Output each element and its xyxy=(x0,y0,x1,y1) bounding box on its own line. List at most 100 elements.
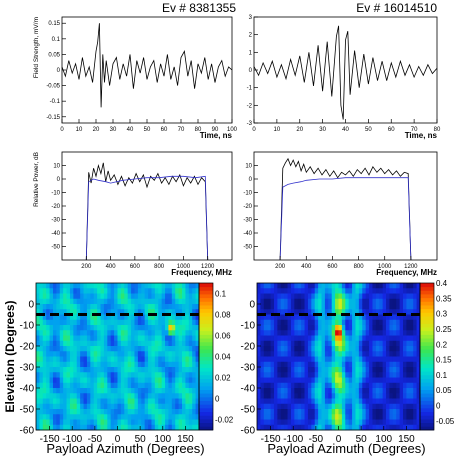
heatmap-cell xyxy=(335,398,339,405)
heatmap-cell xyxy=(369,424,373,431)
heatmap-cell xyxy=(127,398,132,405)
heatmap-cell xyxy=(345,314,350,321)
heatmap-cell xyxy=(134,388,139,394)
heatmap-cell xyxy=(168,351,173,357)
heatmap-cell xyxy=(399,377,404,384)
heatmap-cell xyxy=(188,319,193,326)
heatmap-cell xyxy=(416,409,421,415)
heatmap-cell xyxy=(304,409,309,415)
heatmap-cell xyxy=(165,319,169,326)
colorbar-segment xyxy=(420,415,434,420)
heatmap-cell xyxy=(103,393,108,399)
heatmap-cell xyxy=(341,409,346,415)
heatmap-cell xyxy=(321,346,326,352)
heatmap-cell xyxy=(154,398,159,405)
heatmap-cell xyxy=(307,361,312,368)
heatmap-cell xyxy=(314,409,319,415)
colorbar-tick-label: -0.02 xyxy=(215,416,234,425)
heatmap-cell xyxy=(134,351,139,357)
heatmap-cell xyxy=(120,283,125,289)
heatmap-cell xyxy=(257,398,261,405)
heatmap-cell xyxy=(80,393,84,399)
colorbar-segment xyxy=(420,400,434,405)
heatmap-cell xyxy=(90,356,95,363)
heatmap-cell xyxy=(66,393,71,399)
heatmap-cell xyxy=(36,419,40,426)
colorbar-segment xyxy=(199,305,213,310)
heatmap-cell xyxy=(120,388,125,394)
heatmap-cell xyxy=(413,293,418,300)
heatmap-cell xyxy=(301,298,305,305)
heatmap-cell xyxy=(331,319,336,326)
heatmap-cell xyxy=(171,367,176,373)
heatmap-cell xyxy=(127,419,132,426)
heatmap-cell xyxy=(36,340,40,347)
heatmap-cell xyxy=(352,283,356,289)
heatmap-cell xyxy=(389,414,394,420)
spectrum-right-series-1 xyxy=(279,177,412,261)
heatmap-cell xyxy=(338,372,343,378)
heatmap-cell xyxy=(287,335,292,342)
heatmap-cell xyxy=(168,409,173,415)
heatmap-cell xyxy=(318,419,322,426)
heatmap-cell xyxy=(100,314,105,321)
heatmap-cell xyxy=(331,298,336,305)
heatmap-cell xyxy=(267,388,271,394)
heatmap-cell xyxy=(280,304,285,310)
x-tick-label: 1000 xyxy=(378,264,392,270)
heatmap-cell xyxy=(188,346,193,352)
heatmap-cell xyxy=(100,409,105,415)
heatmap-cell xyxy=(355,283,360,289)
heatmap-cell xyxy=(107,293,112,300)
heatmap-cell xyxy=(413,335,418,342)
heatmap-cell xyxy=(280,398,285,405)
heatmap-cell xyxy=(318,288,322,294)
heatmap-cell xyxy=(117,314,122,321)
heatmap-cell xyxy=(114,382,118,389)
heatmap-cell xyxy=(273,403,278,410)
heatmap-cell xyxy=(290,346,295,352)
heatmap-cell xyxy=(348,409,353,415)
heatmap-cell xyxy=(355,382,360,389)
heatmap-cell xyxy=(131,377,135,384)
heatmap-cell xyxy=(192,304,197,310)
heatmap-cell xyxy=(73,293,78,300)
heatmap-cell xyxy=(386,346,390,352)
heatmap-cell xyxy=(307,330,312,336)
heatmap-cell xyxy=(321,377,326,384)
heatmap-cell xyxy=(103,382,108,389)
heatmap-cell xyxy=(321,314,326,321)
heatmap-cell xyxy=(100,398,105,405)
heatmap-cell xyxy=(127,377,132,384)
heatmap-cell xyxy=(335,377,339,384)
heatmap-cell xyxy=(59,377,64,384)
heatmap-cell xyxy=(59,361,64,368)
heatmap-cell xyxy=(301,330,305,336)
heatmap-cell xyxy=(365,330,370,336)
heatmap-cell xyxy=(148,298,152,305)
heatmap-cell xyxy=(158,319,163,326)
heatmap-cell xyxy=(369,293,373,300)
x-axis-title: Frequency, MHz xyxy=(376,268,437,277)
heatmap-cell xyxy=(49,288,54,294)
heatmap-cell xyxy=(97,372,101,378)
heatmap-cell xyxy=(416,419,421,426)
colorbar-segment xyxy=(199,363,213,368)
heatmap-cell xyxy=(314,330,319,336)
heatmap-cell xyxy=(175,409,180,415)
heatmap-cell xyxy=(375,372,380,378)
heatmap-cell xyxy=(318,351,322,357)
heatmap-cell xyxy=(273,283,278,289)
heatmap-cell xyxy=(131,335,135,342)
heatmap-cell xyxy=(267,382,271,389)
heatmap-cell xyxy=(52,361,57,368)
heatmap-cell xyxy=(287,409,292,415)
heatmap-cell xyxy=(277,393,282,399)
heatmap-cell xyxy=(399,283,404,289)
heatmap-cell xyxy=(392,419,397,426)
heatmap-cell xyxy=(396,377,401,384)
heatmap-cell xyxy=(114,409,118,415)
heatmap-cell xyxy=(294,283,299,289)
heatmap-cell xyxy=(260,388,265,394)
x-tick-label: 0 xyxy=(115,434,121,445)
